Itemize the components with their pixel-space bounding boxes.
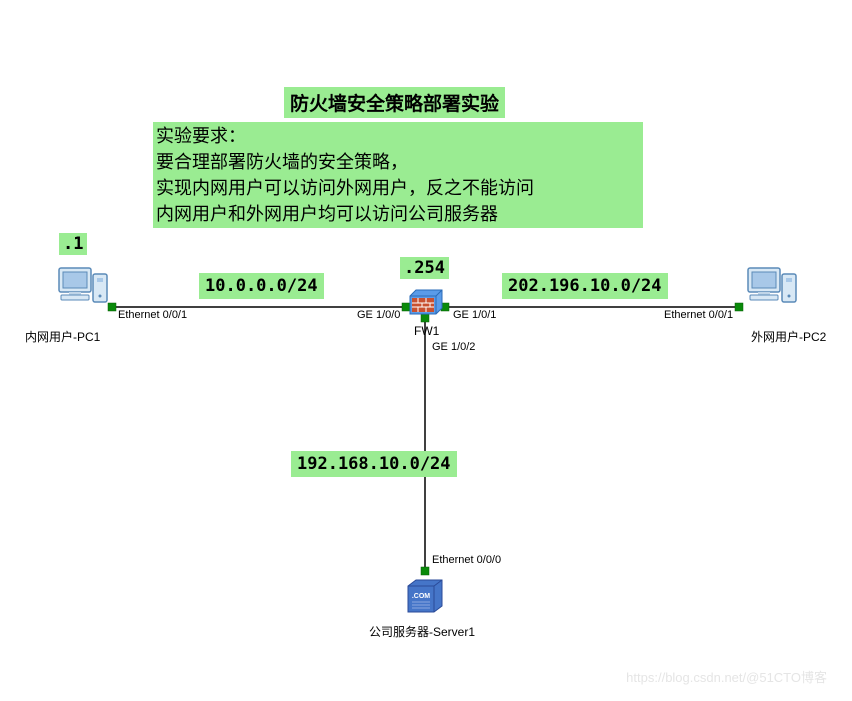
subnet-right: 202.196.10.0/24	[502, 273, 668, 299]
req-line-2: 要合理部署防火墙的安全策略，	[156, 149, 640, 175]
fw-port-bottom: GE 1/0/2	[432, 341, 475, 353]
fw-port-left: GE 1/0/0	[357, 309, 400, 321]
pc1-port-label: Ethernet 0/0/1	[118, 309, 187, 321]
diagram-title: 防火墙安全策略部署实验	[284, 87, 505, 118]
subnet-bottom: 192.168.10.0/24	[291, 451, 457, 477]
pc1-icon	[55, 264, 111, 314]
fw-label: FW1	[414, 324, 439, 338]
fw-host-ip: .254	[400, 257, 449, 279]
pc2-label: 外网用户-PC2	[751, 328, 826, 345]
pc2-icon	[744, 264, 800, 314]
req-line-3: 实现内网用户可以访问外网用户，反之不能访问	[156, 175, 640, 201]
server-port-label: Ethernet 0/0/0	[432, 554, 501, 566]
subnet-left: 10.0.0.0/24	[199, 273, 324, 299]
svg-text:.COM: .COM	[412, 593, 430, 600]
server-label: 公司服务器-Server1	[369, 623, 475, 640]
fw-port-right: GE 1/0/1	[453, 309, 496, 321]
req-line-4: 内网用户和外网用户均可以访问公司服务器	[156, 201, 640, 227]
watermark: https://blog.csdn.net/@51CTO博客	[626, 667, 827, 686]
server-icon: .COM	[404, 576, 446, 618]
firewall-icon	[408, 288, 444, 316]
req-line-1: 实验要求：	[156, 123, 640, 149]
pc1-host-ip: .1	[59, 233, 87, 255]
pc2-port-label: Ethernet 0/0/1	[664, 309, 733, 321]
requirements-block: 实验要求： 要合理部署防火墙的安全策略， 实现内网用户可以访问外网用户，反之不能…	[153, 122, 643, 228]
pc1-label: 内网用户-PC1	[25, 328, 100, 345]
